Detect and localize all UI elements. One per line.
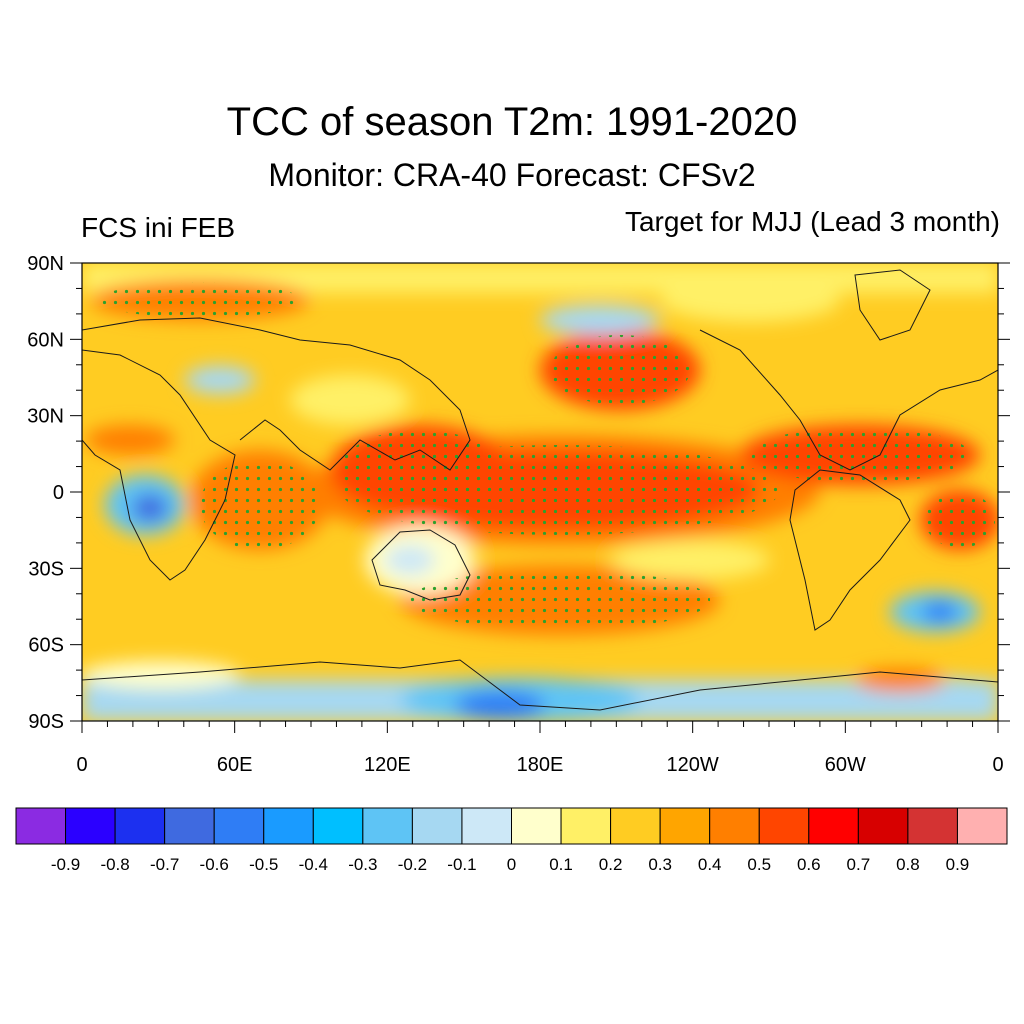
colorbar-label: 0.7 (847, 855, 871, 874)
colorbar-label: 0.6 (797, 855, 821, 874)
y-tick-label: 30N (27, 406, 64, 428)
y-tick-label: 30S (28, 558, 64, 580)
field-blob (922, 602, 958, 622)
coastline-greenland (854, 269, 931, 341)
colorbar-label: 0.8 (896, 855, 920, 874)
colorbar-box (312, 807, 364, 845)
y-tick-label: 90S (28, 711, 64, 733)
field-blob (85, 425, 175, 455)
colorbar-label: 0.2 (599, 855, 623, 874)
x-tick-label: 0 (76, 754, 87, 776)
colorbar-label: -0.9 (51, 855, 80, 874)
stipple-region (200, 460, 320, 550)
stipple-region (340, 430, 500, 510)
colorbar-label: -0.2 (398, 855, 427, 874)
field-blob (540, 305, 660, 335)
field-blob (660, 278, 840, 322)
x-tick-label: 60E (217, 754, 253, 776)
colorbar-box (808, 807, 859, 845)
x-tick-label: 120E (364, 754, 411, 776)
y-tick-label: 0 (53, 482, 64, 504)
colorbar-label: -0.7 (150, 855, 179, 874)
coastline-north-america (699, 329, 998, 471)
field-blob (455, 691, 545, 719)
chart-title: TCC of season T2m: 1991-2020 (226, 100, 798, 144)
colorbar-box (709, 807, 760, 845)
x-tick-label: 0 (992, 754, 1003, 776)
colorbar-label: 0.5 (747, 855, 771, 874)
chart-subtitle: Monitor: CRA-40 Forecast: CFSv2 (268, 157, 756, 193)
significance-stipple (100, 282, 995, 630)
colorbar-label: 0.3 (648, 855, 672, 874)
colorbar-box (164, 807, 215, 845)
coastline-australia (371, 529, 471, 601)
field-blob (385, 545, 435, 575)
colorbar-box (610, 807, 661, 845)
map-axes: 90N 60N 30N 0 30S 60S 90S 0 60E 120E 180E 120W 60W 0 (27, 253, 1010, 776)
colorbar-box (411, 807, 463, 845)
colorbar-label: 0 (507, 855, 516, 874)
colorbar-label: -0.1 (447, 855, 476, 874)
field-blob (855, 668, 945, 692)
field-blob (185, 366, 255, 394)
coastline-antarctica (82, 659, 998, 711)
y-tick-label: 60S (28, 635, 64, 657)
left-string: FCS ini FEB (81, 212, 236, 243)
colorbar-label: 0.9 (946, 855, 970, 874)
colorbar-label: -0.6 (200, 855, 229, 874)
x-tick-label: 60W (825, 754, 866, 776)
colorbar-box (114, 807, 166, 845)
field-blob (290, 375, 410, 425)
coastline-eurasia (82, 317, 471, 471)
field-blob (132, 494, 168, 522)
coastline-south-america (789, 469, 911, 631)
colorbar-box (362, 807, 413, 845)
colorbar-box (659, 807, 711, 845)
y-tick-label: 90N (27, 253, 64, 275)
colorbar-box (907, 807, 958, 845)
colorbar-box (560, 807, 612, 845)
stipple-region (100, 282, 300, 318)
colorbar-label: -0.3 (348, 855, 377, 874)
colorbar-label: -0.8 (100, 855, 129, 874)
stipple-region (925, 492, 995, 548)
colorbar-box (758, 807, 810, 845)
colorbar: -0.9 -0.8 -0.7 -0.6 -0.5 -0.4 -0.3 -0.2 -0.1 0 0.1… (15, 807, 1008, 874)
right-string: Target for MJJ (Lead 3 month) (624, 206, 1000, 237)
colorbar-box (461, 807, 513, 845)
colorbar-box (263, 807, 314, 845)
x-tick-label: 120W (667, 754, 719, 776)
colorbar-label: 0.4 (698, 855, 722, 874)
colorbar-box (213, 807, 265, 845)
colorbar-box (956, 807, 1008, 845)
colorbar-label: -0.4 (299, 855, 328, 874)
coastline-africa (82, 349, 236, 581)
y-tick-label: 60N (27, 329, 64, 351)
coastlines (82, 269, 998, 711)
colorbar-box (15, 807, 67, 845)
colorbar-box (511, 807, 562, 845)
colorbar-box (65, 807, 116, 845)
x-tick-label: 180E (517, 754, 564, 776)
stipple-region (410, 570, 710, 630)
correlation-field (82, 263, 998, 721)
colorbar-label: 0.1 (549, 855, 573, 874)
stipple-region (550, 335, 690, 405)
colorbar-label: -0.5 (249, 855, 278, 874)
colorbar-box (857, 807, 909, 845)
stipple-region (750, 427, 970, 483)
field-blob (610, 540, 770, 580)
